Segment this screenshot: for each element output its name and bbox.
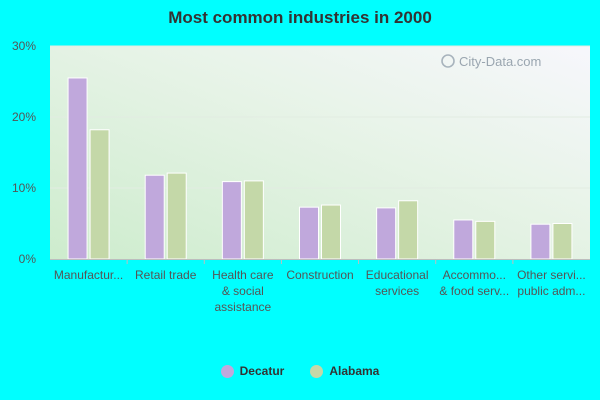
x-category-label: & food serv... <box>439 284 509 298</box>
x-category-label: public adm... <box>517 284 585 298</box>
bar-decatur <box>221 181 242 260</box>
legend-item-alabama: Alabama <box>310 364 379 378</box>
legend: Decatur Alabama <box>0 364 600 378</box>
y-tick-label: 20% <box>12 110 36 124</box>
legend-swatch <box>310 364 324 378</box>
x-category-label: Manufactur... <box>54 268 123 282</box>
x-category-label: Educational <box>366 268 429 282</box>
legend-item-decatur: Decatur <box>220 364 285 378</box>
x-category-label: Accommo... <box>443 268 506 282</box>
bar-decatur <box>299 206 319 260</box>
x-category-label: services <box>375 284 419 298</box>
plot-background <box>50 46 590 259</box>
legend-label: Alabama <box>329 364 380 378</box>
chart-title: Most common industries in 2000 <box>168 8 432 27</box>
y-tick-label: 0% <box>19 252 37 266</box>
bar-decatur <box>530 223 551 260</box>
y-tick-label: 10% <box>12 181 36 195</box>
x-category-label: Retail trade <box>135 268 197 282</box>
bar-alabama <box>552 223 573 260</box>
watermark: City-Data.com <box>441 54 541 69</box>
legend-swatch <box>220 364 234 378</box>
x-category-label: Health care <box>212 268 274 282</box>
bar-decatur <box>67 77 88 260</box>
watermark-text: City-Data.com <box>459 54 541 69</box>
watermark-icon <box>441 54 455 68</box>
x-category-label: assistance <box>215 300 272 314</box>
bar-alabama <box>398 200 419 260</box>
bar-alabama <box>243 180 264 260</box>
x-category-label: & social <box>222 284 264 298</box>
bar-decatur <box>376 207 397 260</box>
bar-alabama <box>475 220 496 260</box>
bar-alabama <box>321 204 341 260</box>
x-category-label: Other servi... <box>517 268 586 282</box>
bar-decatur <box>453 219 474 260</box>
bar-decatur <box>144 174 165 260</box>
legend-label: Decatur <box>239 364 285 378</box>
bar-alabama <box>89 129 110 260</box>
x-category-label: Construction <box>286 268 353 282</box>
bar-alabama <box>166 172 187 260</box>
y-tick-label: 30% <box>12 39 36 53</box>
